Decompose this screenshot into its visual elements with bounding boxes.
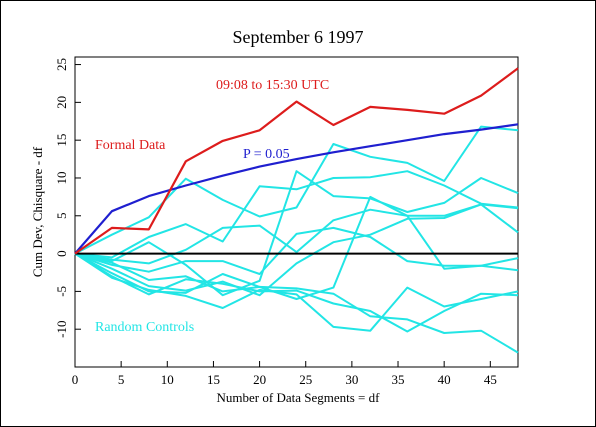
control-series-line-5 <box>74 226 519 275</box>
x-tick-label: 30 <box>345 372 358 387</box>
y-tick-label: -5 <box>54 286 69 297</box>
y-axis: -10 -5 0 5 10 15 20 25 <box>54 58 81 338</box>
y-tick-label: 5 <box>54 213 69 220</box>
control-series-line-9 <box>74 252 519 332</box>
p-expectation-line <box>74 123 519 255</box>
p-value-label: P = 0.05 <box>243 147 290 162</box>
x-tick-label: 40 <box>438 372 451 387</box>
control-series-line-4 <box>74 203 519 265</box>
y-tick-label: 15 <box>54 134 69 147</box>
x-tick-label: 5 <box>118 372 125 387</box>
plot-area-border <box>74 56 519 368</box>
y-tick-label: 10 <box>54 171 69 184</box>
x-tick-label: 10 <box>161 372 174 387</box>
y-axis-label: Cum Dev, Chisquare - df <box>30 146 45 277</box>
random-controls-label: Random Controls <box>95 320 194 335</box>
x-tick-label: 0 <box>72 372 79 387</box>
time-range-annotation: 09:08 to 15:30 UTC <box>216 78 329 93</box>
y-tick-label: 20 <box>54 96 69 109</box>
control-series-line-8 <box>74 252 519 354</box>
formal-data-line <box>74 67 519 255</box>
control-series-line-1 <box>74 125 519 255</box>
control-series-line-3 <box>74 170 519 297</box>
formal-data-label: Formal Data <box>95 138 166 153</box>
control-series-line-2 <box>74 170 519 259</box>
x-tick-label: 20 <box>253 372 266 387</box>
x-axis: 0 5 10 15 20 25 30 35 40 45 <box>72 361 497 387</box>
control-series-line-10 <box>74 252 519 333</box>
control-series-line-7 <box>74 195 519 300</box>
y-tick-label: 0 <box>54 250 69 257</box>
series-layer <box>74 67 519 354</box>
control-series-line-6 <box>74 203 519 297</box>
chart-title: September 6 1997 <box>233 27 364 47</box>
x-tick-label: 35 <box>392 372 405 387</box>
x-tick-label: 45 <box>484 372 497 387</box>
x-tick-label: 25 <box>299 372 312 387</box>
y-tick-label: 25 <box>54 58 69 71</box>
x-axis-label: Number of Data Segments = df <box>217 390 381 405</box>
y-tick-label: -10 <box>54 321 69 338</box>
x-tick-label: 15 <box>207 372 220 387</box>
